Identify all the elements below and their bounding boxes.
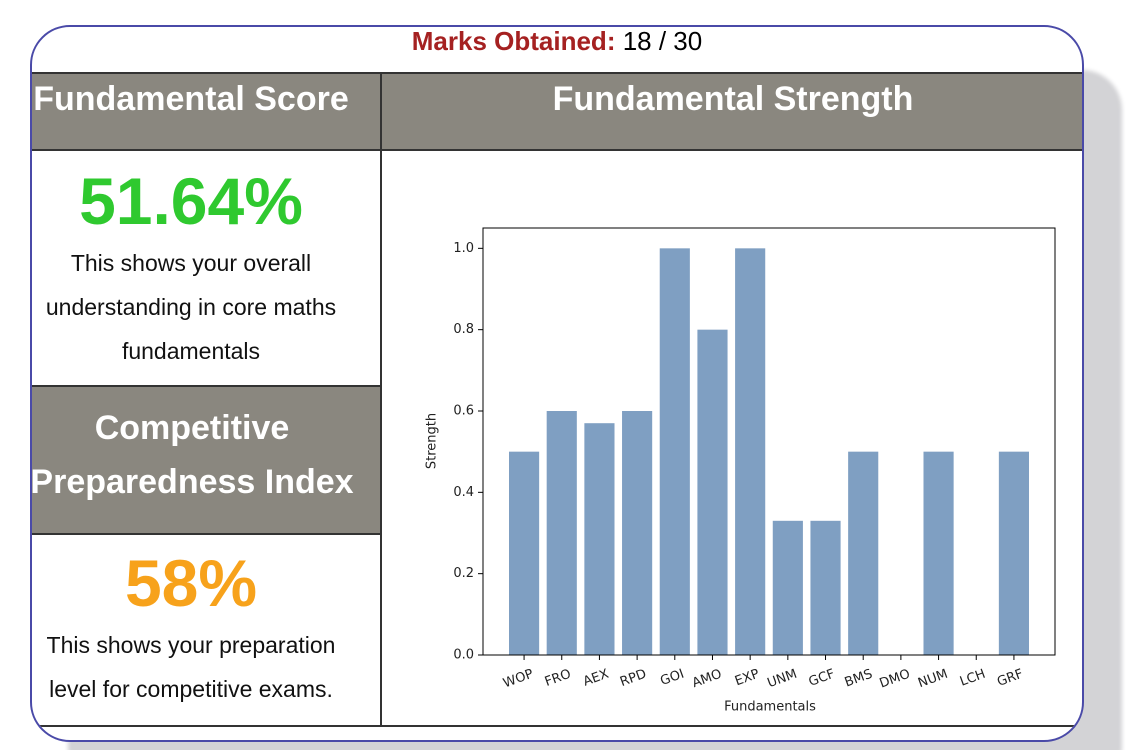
x-tick-label: AMO [690, 667, 724, 691]
marks-header: Marks Obtained: 18 / 30 [32, 27, 1082, 55]
bar [584, 423, 615, 655]
bar [923, 451, 954, 655]
marks-label: Marks Obtained: [411, 26, 616, 56]
bar [509, 451, 540, 655]
bar [772, 520, 803, 655]
y-tick-label: 0.2 [453, 566, 474, 581]
cpi-title: Competitive Preparedness Index [30, 409, 354, 501]
x-tick-label: AEX [581, 667, 611, 690]
x-tick-label: GCF [807, 667, 837, 690]
y-tick-label: 0.0 [453, 648, 474, 663]
marks-value: 18 / 30 [622, 26, 703, 56]
x-tick-label: UNM [765, 667, 799, 692]
y-tick-label: 0.8 [453, 322, 474, 337]
bar [998, 451, 1029, 655]
x-tick-label: RPD [618, 667, 648, 690]
strength-header: Fundamental Strength [382, 72, 1082, 151]
bar [697, 329, 728, 655]
x-tick-label: FRO [543, 667, 573, 690]
x-tick-label: WOP [501, 667, 535, 692]
score-header: Fundamental Score [32, 72, 382, 151]
report-card: Marks Obtained: 18 / 30 Fundamental Scor… [30, 25, 1084, 742]
bar [659, 248, 690, 656]
x-tick-label: BMS [843, 667, 875, 691]
bar [546, 411, 577, 655]
bar [848, 451, 879, 655]
x-tick-label: DMO [878, 667, 913, 692]
x-axis-label: Fundamentals [724, 700, 816, 715]
score-cell: 51.64% This shows your overall understan… [32, 151, 382, 387]
x-tick-label: LCH [958, 667, 988, 690]
plot-frame [482, 227, 1056, 656]
y-tick-label: 0.6 [453, 404, 474, 419]
cpi-description: This shows your preparation level for co… [46, 632, 336, 702]
x-tick-label: GRF [995, 667, 1025, 690]
score-description: This shows your overall understanding in… [45, 250, 337, 364]
y-tick-label: 1.0 [453, 241, 474, 256]
bar [735, 248, 766, 656]
x-tick-label: EXP [733, 667, 762, 690]
y-axis-label: Strength [425, 413, 440, 469]
cpi-header: Competitive Preparedness Index [30, 387, 382, 535]
x-tick-label: NUM [916, 667, 950, 692]
score-value: 51.64% [79, 164, 303, 238]
cpi-cell: 58% This shows your preparation level fo… [32, 535, 382, 727]
chart-cell [382, 151, 1082, 727]
y-tick-label: 0.4 [453, 485, 474, 500]
bar [810, 520, 841, 655]
cpi-value: 58% [124, 546, 258, 620]
x-tick-label: GOI [658, 667, 686, 689]
bar [622, 411, 653, 655]
